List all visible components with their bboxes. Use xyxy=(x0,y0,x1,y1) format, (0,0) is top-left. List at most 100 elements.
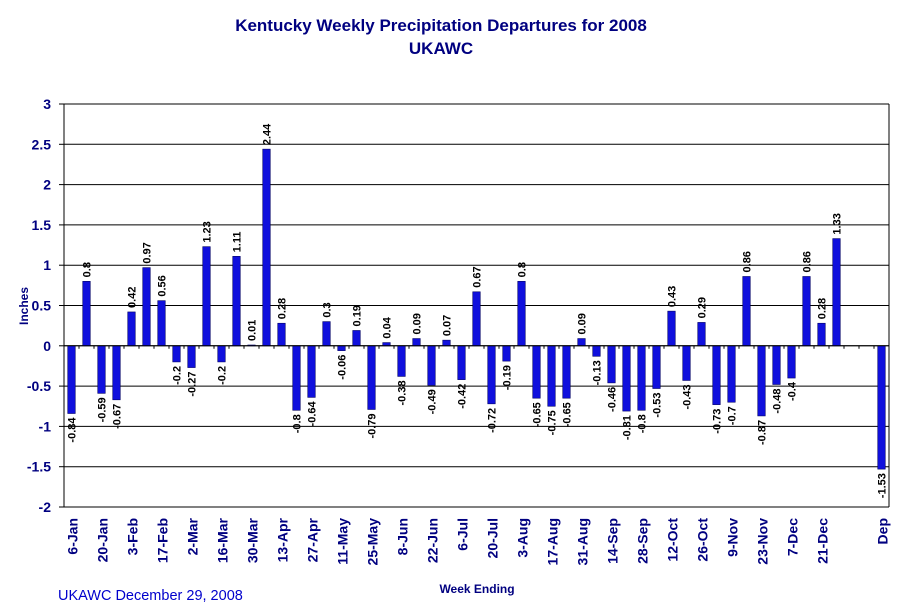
data-label: 0.86 xyxy=(802,251,814,272)
data-label: -0.13 xyxy=(592,360,604,385)
data-label: -0.73 xyxy=(712,409,724,434)
bar xyxy=(817,322,826,347)
bar xyxy=(112,345,121,401)
bar xyxy=(487,345,496,405)
y-tick-label: 0 xyxy=(43,338,51,354)
data-label: 0.01 xyxy=(247,320,259,341)
bar xyxy=(202,246,211,347)
bar xyxy=(472,291,481,347)
data-label: 0.67 xyxy=(472,266,484,287)
y-tick-label: -0.5 xyxy=(27,378,51,394)
y-tick-label: 2 xyxy=(43,177,51,193)
bar xyxy=(172,345,181,363)
bar xyxy=(562,345,571,399)
x-tick-label: 31-Aug xyxy=(575,518,591,565)
bar xyxy=(637,345,646,411)
bar xyxy=(652,345,661,389)
x-tick-label: 11-May xyxy=(335,518,351,565)
data-label: 0.07 xyxy=(442,315,454,336)
data-label: -0.65 xyxy=(562,402,574,427)
y-axis-label: Inches xyxy=(17,287,31,325)
bar xyxy=(517,281,526,347)
bar xyxy=(712,345,721,405)
x-tick-label: 20-Jan xyxy=(95,518,111,562)
x-tick-label: 26-Oct xyxy=(695,518,711,562)
bar xyxy=(547,345,556,407)
x-tick-label: 17-Feb xyxy=(155,518,171,563)
data-label: -0.8 xyxy=(637,414,649,433)
x-tick-label: 6-Jan xyxy=(65,518,81,555)
data-label: -0.19 xyxy=(502,365,514,390)
data-label: 0.19 xyxy=(352,305,364,326)
y-tick-label: -2 xyxy=(39,499,52,515)
bar xyxy=(742,276,751,347)
x-tick-label: 13-Apr xyxy=(275,517,291,562)
bar xyxy=(772,345,781,385)
data-label: -0.06 xyxy=(337,355,349,380)
y-tick-label: 0.5 xyxy=(32,298,52,314)
bar xyxy=(802,276,811,347)
data-label: -0.67 xyxy=(112,404,124,429)
bar xyxy=(727,345,736,403)
x-tick-label: 17-Aug xyxy=(545,518,561,565)
axes xyxy=(59,103,890,508)
y-tick-label: -1 xyxy=(39,418,52,434)
bar xyxy=(307,345,316,398)
data-label: -0.38 xyxy=(397,380,409,405)
data-label: -0.8 xyxy=(292,414,304,433)
bar xyxy=(82,281,91,347)
x-tick-label: Dep xyxy=(875,518,891,544)
data-label: -0.72 xyxy=(487,408,499,433)
bar xyxy=(322,321,331,347)
y-tick-label: -1.5 xyxy=(27,459,51,475)
data-label: 0.8 xyxy=(82,262,94,277)
chart-title: Kentucky Weekly Precipitation Departures… xyxy=(235,16,647,35)
x-tick-label: 25-May xyxy=(365,518,381,566)
data-label: -0.65 xyxy=(532,402,544,427)
data-label: -0.4 xyxy=(787,381,799,401)
bar xyxy=(667,310,676,347)
bar xyxy=(442,339,451,347)
bar xyxy=(592,345,601,357)
x-tick-label: 14-Sep xyxy=(605,518,621,564)
data-label: 2.44 xyxy=(262,123,274,145)
data-label: -0.46 xyxy=(607,387,619,412)
x-tick-label: 28-Sep xyxy=(635,518,651,564)
bar xyxy=(787,345,796,379)
bar xyxy=(187,345,196,368)
y-tick-label: 1.5 xyxy=(32,217,52,233)
x-tick-label: 22-Jun xyxy=(425,518,441,563)
data-label: -0.2 xyxy=(217,366,229,385)
bar xyxy=(502,345,511,362)
bar xyxy=(412,338,421,347)
bar xyxy=(97,345,106,394)
bar xyxy=(352,330,361,347)
bars xyxy=(67,148,886,470)
x-tick-label: 3-Aug xyxy=(515,518,531,558)
x-tick-label: 6-Jul xyxy=(455,518,471,551)
data-label: 0.56 xyxy=(157,275,169,296)
bar xyxy=(292,345,301,411)
data-label: -0.27 xyxy=(187,372,199,397)
bar xyxy=(232,256,241,347)
data-label: 0.8 xyxy=(517,262,529,277)
x-tick-label: 21-Dec xyxy=(815,518,831,564)
data-label: -0.48 xyxy=(772,388,784,413)
data-label: 0.29 xyxy=(697,297,709,318)
bar xyxy=(142,267,151,347)
chart-subtitle: UKAWC xyxy=(409,39,473,58)
data-label: 0.3 xyxy=(322,302,334,317)
data-label: -1.53 xyxy=(877,473,889,498)
x-tick-label: 2-Mar xyxy=(185,517,201,555)
data-label: -0.87 xyxy=(757,420,769,445)
bar xyxy=(832,238,841,347)
data-label: 1.33 xyxy=(832,213,844,234)
y-tick-label: 3 xyxy=(43,96,51,112)
data-label: 0.43 xyxy=(667,286,679,307)
data-label: 0.09 xyxy=(577,313,589,334)
x-tick-label: 7-Dec xyxy=(785,518,801,556)
bar xyxy=(697,322,706,347)
x-tick-label: 16-Mar xyxy=(215,517,231,563)
bar xyxy=(577,338,586,347)
bar xyxy=(67,345,76,414)
